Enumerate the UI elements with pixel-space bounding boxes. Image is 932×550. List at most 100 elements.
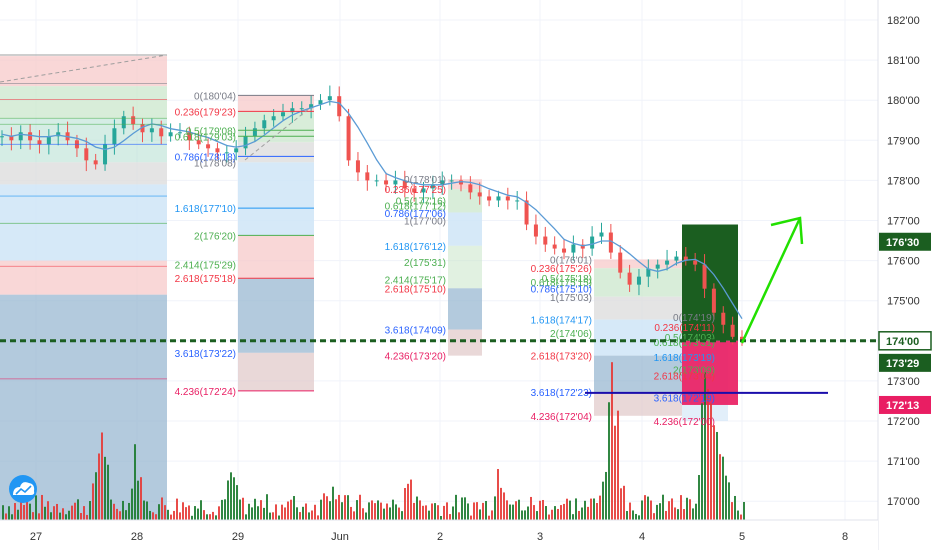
candle-body bbox=[131, 116, 136, 125]
candle-body bbox=[571, 244, 576, 253]
volume-bar bbox=[368, 502, 370, 520]
volume-bar bbox=[545, 506, 547, 520]
volume-bar bbox=[557, 508, 559, 520]
volume-bar bbox=[116, 508, 118, 520]
candle-body bbox=[327, 96, 332, 101]
fib-label: 3.618(173'22) bbox=[175, 349, 236, 360]
fib-label: 4.236(172'04) bbox=[531, 412, 592, 423]
cloud-chart-logo[interactable] bbox=[9, 475, 37, 503]
volume-bar bbox=[389, 507, 391, 520]
volume-bar bbox=[734, 495, 736, 520]
volume-bar bbox=[152, 512, 154, 520]
fib-label: 0.236(177'25) bbox=[385, 185, 446, 196]
candle-body bbox=[655, 264, 660, 269]
time-tick-label: 8 bbox=[842, 531, 848, 543]
volume-bar bbox=[674, 507, 676, 520]
volume-bar bbox=[215, 515, 217, 520]
volume-bar bbox=[509, 504, 511, 520]
overlay-drawings bbox=[0, 54, 878, 394]
volume-bar bbox=[581, 507, 583, 520]
candle-body bbox=[487, 196, 492, 201]
volume-bar bbox=[539, 500, 541, 520]
price-tick-label: 180'00 bbox=[887, 95, 920, 107]
volume-bar bbox=[38, 513, 40, 520]
time-tick-label: Jun bbox=[331, 531, 349, 543]
volume-bar bbox=[296, 507, 298, 520]
volume-bar bbox=[206, 514, 208, 520]
candle-body bbox=[0, 136, 4, 138]
volume-bar bbox=[434, 503, 436, 520]
volume-bar bbox=[578, 510, 580, 520]
volume-bar bbox=[314, 504, 316, 520]
fib-zones bbox=[0, 56, 738, 522]
volume-bar bbox=[527, 506, 529, 520]
price-badge-label: 174'00 bbox=[886, 336, 919, 348]
volume-bar bbox=[68, 510, 70, 520]
volume-bar bbox=[653, 513, 655, 520]
volume-bar bbox=[110, 499, 112, 520]
volume-bar bbox=[365, 512, 367, 520]
volume-bar bbox=[524, 510, 526, 520]
volume-bar bbox=[461, 497, 463, 520]
time-tick-label: 27 bbox=[30, 531, 42, 543]
volume-bar bbox=[407, 483, 409, 520]
fib-label: 2.618(173'20) bbox=[531, 352, 592, 363]
candle-body bbox=[234, 148, 239, 153]
price-series bbox=[0, 85, 744, 346]
candle-body bbox=[177, 132, 182, 134]
candle-body bbox=[28, 132, 33, 141]
price-tick-label: 178'00 bbox=[887, 175, 920, 187]
volume-bar bbox=[65, 514, 67, 520]
fib-zone bbox=[448, 245, 482, 289]
price-axis[interactable]: 170'00171'00172'00173'00174'00175'00176'… bbox=[877, 0, 932, 550]
fib-zone bbox=[0, 162, 167, 185]
candle-body bbox=[187, 132, 192, 141]
volume-bar bbox=[680, 495, 682, 520]
volume-bar bbox=[689, 499, 691, 520]
candle-body bbox=[430, 184, 435, 189]
volume-bar bbox=[374, 503, 376, 520]
fib-label: 0.618(173'31) bbox=[654, 338, 715, 349]
volume-bar bbox=[515, 501, 517, 520]
volume-bar bbox=[383, 508, 385, 520]
volume-bar bbox=[155, 514, 157, 520]
volume-bar bbox=[242, 497, 244, 520]
volume-bar bbox=[272, 512, 274, 520]
volume-bar bbox=[29, 503, 31, 520]
volume-bar bbox=[572, 514, 574, 520]
fib-label: 2.618(173'04) bbox=[654, 372, 715, 383]
candle-body bbox=[140, 124, 145, 133]
candle-body bbox=[608, 232, 613, 253]
volume-bar bbox=[197, 508, 199, 520]
fib-zone bbox=[594, 296, 682, 320]
fib-label: 0(178'01) bbox=[404, 175, 446, 186]
candle-body bbox=[355, 160, 360, 173]
volume-bar bbox=[179, 512, 181, 520]
candle-body bbox=[252, 128, 257, 137]
candle-body bbox=[84, 148, 89, 161]
candle-body bbox=[562, 248, 567, 253]
volume-bar bbox=[707, 389, 709, 520]
fib-zone bbox=[594, 259, 682, 269]
volume-bar bbox=[497, 469, 499, 520]
fib-zone bbox=[448, 288, 482, 330]
volume-bar bbox=[695, 503, 697, 520]
volume-bar bbox=[470, 515, 472, 520]
volume-bar bbox=[212, 511, 214, 520]
volume-bar bbox=[641, 500, 643, 520]
time-tick-label: 5 bbox=[739, 531, 745, 543]
volume-bar bbox=[146, 501, 148, 520]
target-box bbox=[682, 224, 738, 341]
volume-bar bbox=[23, 505, 25, 520]
fib-label: 0.236(174'11) bbox=[654, 323, 715, 334]
fib-label: 0.5(175'18) bbox=[542, 274, 592, 285]
fib-label: 0(174'19) bbox=[673, 313, 715, 324]
fib-label: 0(176'01) bbox=[550, 255, 592, 266]
candle-body bbox=[149, 128, 154, 133]
price-axis-bg bbox=[878, 0, 932, 550]
fib-zone bbox=[0, 56, 167, 87]
candle-body bbox=[290, 108, 295, 113]
time-axis[interactable]: 27 28 29 Jun 2 3 4 5 8 bbox=[0, 519, 878, 550]
candle-body bbox=[365, 172, 370, 181]
volume-bar bbox=[260, 500, 262, 520]
